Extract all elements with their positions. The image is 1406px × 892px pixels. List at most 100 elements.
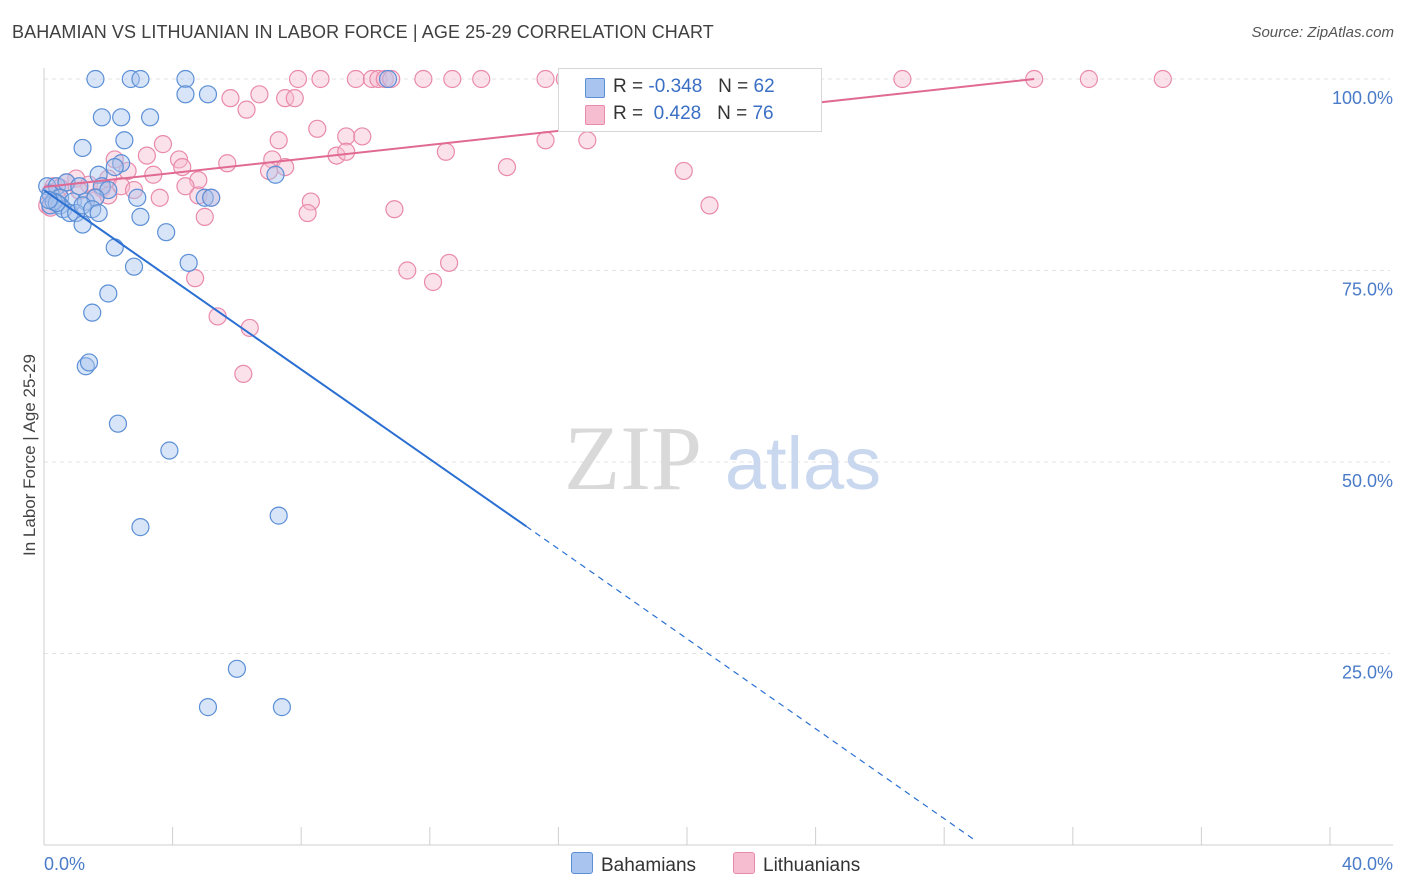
watermark: ZIP atlas (564, 407, 881, 509)
bottom-legend-bahamians: Bahamians (571, 852, 696, 877)
y-tick-label: 25.0% (1342, 663, 1393, 683)
watermark-zip: ZIP (564, 407, 702, 509)
axes (43, 68, 1393, 846)
bahamian-point (131, 69, 150, 89)
lithuanian-point (353, 127, 372, 146)
bahamian-point (73, 215, 92, 234)
bahamian-point (198, 698, 218, 717)
lithuanian-point (337, 142, 356, 161)
bahamian-point (227, 659, 246, 678)
bahamian-point (89, 165, 108, 184)
lithuanian-point (1079, 69, 1098, 89)
lithuanian-point (700, 196, 719, 215)
trend-lines (43, 78, 1035, 842)
bahamian-point (83, 303, 102, 322)
lithuanian-point (276, 89, 295, 108)
bahamians-trend-line (43, 189, 527, 528)
lithuanian-point (250, 85, 269, 104)
lithuanian-point (153, 135, 173, 154)
x-tick-label: 0.0% (44, 854, 85, 874)
bahamians-label: Bahamians (601, 855, 697, 876)
lithuanian-point (195, 207, 214, 226)
bahamian-point (179, 253, 198, 272)
bahamian-point (176, 69, 195, 89)
lithuanian-point (674, 161, 693, 181)
lithuanian-point (423, 272, 443, 292)
lithuanian-point (536, 131, 555, 150)
y-tick-label: 75.0% (1342, 280, 1393, 300)
bahamian-point (105, 238, 124, 257)
bahamians-swatch (571, 852, 593, 874)
lithuanian-point (443, 69, 462, 89)
lithuanian-point (398, 261, 417, 280)
lithuanian-point (150, 188, 169, 207)
lithuanian-point (497, 157, 517, 177)
gridlines (44, 78, 1390, 654)
bahamian-point (140, 108, 160, 127)
legend-r-value: -0.348 (648, 76, 703, 97)
legend-text: R = -0.348 N = 62 (613, 76, 775, 98)
lithuanian-point (218, 154, 237, 173)
bahamian-point (79, 353, 99, 372)
lithuanians-swatch (733, 852, 755, 874)
lithuanian-point (269, 131, 288, 150)
lithuanian-point (337, 127, 356, 146)
lithuanians-label: Lithuanians (763, 855, 861, 876)
bahamian-point (266, 165, 285, 184)
lithuanian-point (893, 69, 912, 89)
legend-text: R = 0.428 N = 76 (613, 103, 774, 125)
legend-n-label: N = (717, 103, 748, 124)
bahamians-points (38, 69, 398, 717)
bottom-legend-lithuanians: Lithuanians (733, 852, 860, 877)
lithuanian-point (362, 69, 382, 89)
bahamians-trend-extension (525, 525, 977, 842)
legend-swatch-pink (585, 105, 605, 125)
bahamian-point (157, 223, 176, 242)
x-tick-labels: 0.0% 40.0% (44, 854, 1393, 874)
bahamian-point (105, 157, 124, 177)
bahamian-point (195, 188, 214, 207)
legend-r-label: R = (613, 103, 644, 124)
lithuanian-point (285, 89, 304, 108)
bahamian-point (89, 203, 108, 223)
bahamian-point (131, 207, 150, 226)
bahamian-point (115, 131, 134, 150)
lithuanian-point (472, 69, 491, 89)
legend-swatch-blue (585, 78, 605, 98)
bahamian-point (70, 177, 89, 196)
lithuanian-point (237, 100, 256, 119)
lithuanian-point (439, 253, 459, 272)
bahamian-point (202, 188, 221, 207)
y-tick-label: 50.0% (1342, 471, 1393, 491)
bahamian-point (128, 188, 147, 207)
legend-n-label: N = (718, 76, 749, 97)
lithuanian-point (288, 69, 308, 89)
lithuanian-point (186, 269, 205, 288)
lithuanian-point (436, 142, 455, 161)
lithuanian-point (308, 119, 327, 138)
legend-r-label: R = (613, 76, 644, 97)
bahamian-point (73, 138, 92, 158)
lithuanian-point (578, 131, 597, 150)
bahamian-point (378, 69, 398, 89)
bahamian-point (92, 108, 111, 127)
lithuanian-point (414, 69, 433, 89)
lithuanian-point (137, 146, 156, 165)
legend-r-value: 0.428 (648, 103, 702, 124)
lithuanian-point (234, 364, 253, 384)
lithuanians-trend-line (43, 78, 1035, 189)
bahamian-point (131, 518, 150, 537)
lithuanian-point (311, 69, 330, 89)
lithuanian-point (176, 177, 195, 196)
stats-legend: R = -0.348 N = 62 R = 0.428 N = 76 (558, 68, 822, 132)
lithuanian-point (298, 203, 317, 223)
watermark-atlas: atlas (725, 422, 881, 505)
bahamian-point (112, 108, 131, 127)
chart-title: BAHAMIAN VS LITHUANIAN IN LABOR FORCE | … (12, 22, 714, 42)
lithuanian-point (1153, 69, 1172, 89)
legend-n-value: 76 (752, 103, 774, 124)
bahamian-point (272, 698, 292, 717)
lithuanian-point (385, 200, 404, 219)
legend-n-value: 62 (753, 76, 775, 97)
